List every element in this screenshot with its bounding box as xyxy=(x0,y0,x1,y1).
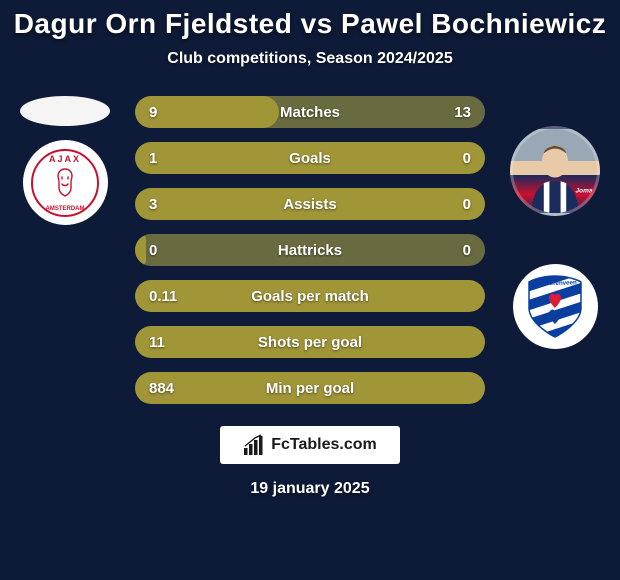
stat-row: 1 Goals 0 xyxy=(135,142,485,174)
stat-row: 0.11 Goals per match xyxy=(135,280,485,312)
stat-value-right: 0 xyxy=(463,196,471,213)
right-player-column: Joma xyxy=(500,126,610,349)
fctables-icon xyxy=(243,434,265,456)
stat-label: Goals per match xyxy=(251,288,369,305)
date-text: 19 january 2025 xyxy=(0,480,620,498)
stat-label: Goals xyxy=(289,150,331,167)
ajax-text-top: AJAX xyxy=(49,154,81,164)
stat-value-left: 11 xyxy=(149,334,165,351)
ajax-logo-ring: AJAX AMSTERDAM xyxy=(31,149,99,217)
stat-row: 9 Matches 13 xyxy=(135,96,485,128)
stat-value-right: 13 xyxy=(454,104,471,121)
subtitle: Club competitions, Season 2024/2025 xyxy=(0,50,620,68)
player-right-silhouette-icon: Joma xyxy=(513,126,597,216)
stat-label: Shots per goal xyxy=(258,334,362,351)
left-player-column: AJAX AMSTERDAM xyxy=(10,96,120,225)
stat-label: Assists xyxy=(283,196,336,213)
stat-label: Matches xyxy=(280,104,340,121)
stat-value-left: 884 xyxy=(149,380,174,397)
heerenveen-shield-icon: sc Heerenveen xyxy=(525,274,585,339)
stat-label: Hattricks xyxy=(278,242,342,259)
ajax-text-bottom: AMSTERDAM xyxy=(46,206,85,212)
stat-row: 11 Shots per goal xyxy=(135,326,485,358)
stat-value-left: 9 xyxy=(149,104,157,121)
svg-text:Joma: Joma xyxy=(576,187,593,194)
player-right-photo: Joma xyxy=(510,126,600,216)
stat-value-right: 0 xyxy=(463,150,471,167)
ajax-head-icon xyxy=(51,166,79,200)
comparison-container: Dagur Orn Fjeldsted vs Pawel Bochniewicz… xyxy=(0,0,620,580)
club-left-logo: AJAX AMSTERDAM xyxy=(23,140,108,225)
stat-value-left: 1 xyxy=(149,150,157,167)
stat-value-left: 3 xyxy=(149,196,157,213)
stat-value-left: 0.11 xyxy=(149,288,177,305)
stat-label: Min per goal xyxy=(266,380,354,397)
club-right-logo: sc Heerenveen xyxy=(513,264,598,349)
stat-row: 884 Min per goal xyxy=(135,372,485,404)
stat-value-left: 0 xyxy=(149,242,157,259)
footer-brand-text: FcTables.com xyxy=(271,436,377,454)
player-left-photo xyxy=(20,96,110,126)
stat-row: 3 Assists 0 xyxy=(135,188,485,220)
stat-value-right: 0 xyxy=(463,242,471,259)
stat-fill xyxy=(135,234,146,266)
footer-brand[interactable]: FcTables.com xyxy=(220,426,400,464)
content-area: AJAX AMSTERDAM Joma xyxy=(0,96,620,404)
page-title: Dagur Orn Fjeldsted vs Pawel Bochniewicz xyxy=(0,8,620,40)
stats-list: 9 Matches 13 1 Goals 0 3 Assists 0 0 Hattricks 0 0.1… xyxy=(135,96,485,404)
stat-row: 0 Hattricks 0 xyxy=(135,234,485,266)
